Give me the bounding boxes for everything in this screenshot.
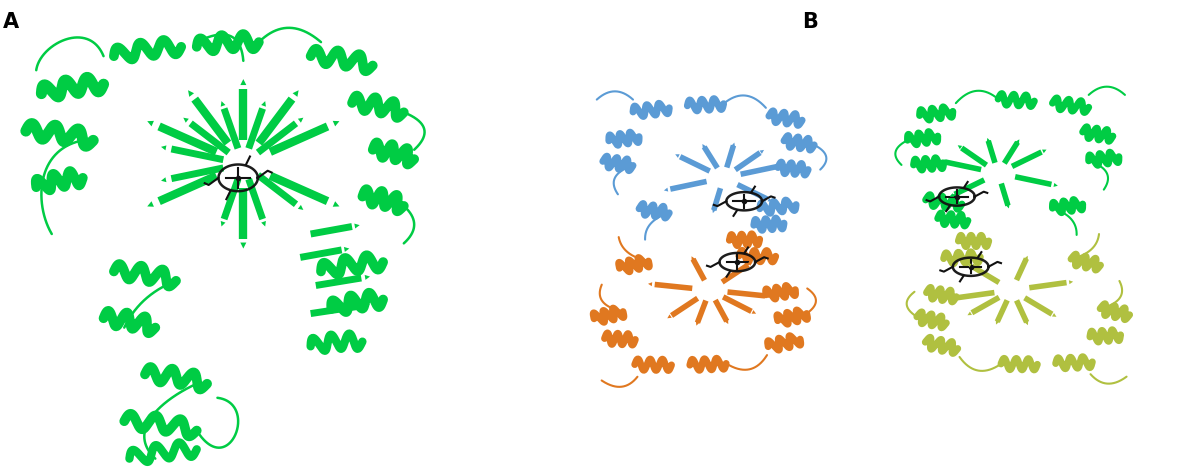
Text: A: A [2, 12, 19, 32]
Text: B: B [803, 12, 819, 32]
